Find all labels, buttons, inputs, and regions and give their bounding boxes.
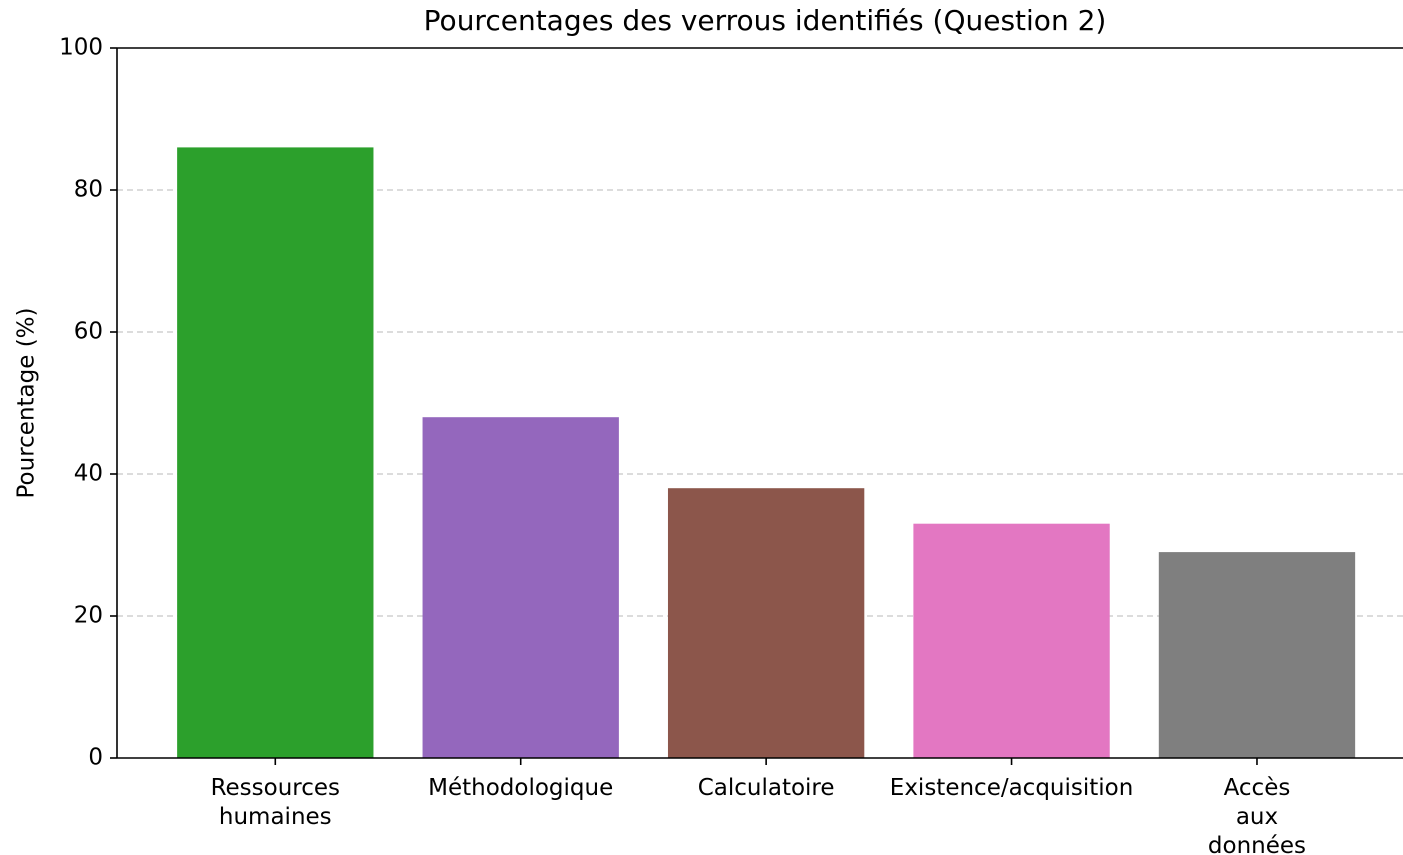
x-tick-label-line: humaines — [219, 804, 332, 830]
x-tick-label: Accès aux données — [1208, 775, 1306, 855]
y-tick-label: 40 — [74, 461, 103, 487]
x-tick-label-line: Ressources — [211, 775, 340, 801]
x-tick-label-line: données — [1208, 833, 1306, 855]
y-tick-label: 60 — [74, 319, 103, 345]
x-tick-label: Existence/acquisition — [890, 775, 1134, 801]
y-tick-label: 0 — [88, 745, 103, 771]
y-tick-label: 20 — [74, 603, 103, 629]
x-tick-label-line: aux — [1236, 804, 1278, 830]
bar — [422, 417, 619, 758]
x-tick-label: Ressources humaines — [211, 775, 340, 830]
x-tick-label-line: Accès — [1224, 775, 1291, 801]
y-axis-label: Pourcentage (%) — [14, 308, 40, 499]
x-tick-label: Calculatoire — [698, 775, 835, 801]
x-tick-label-line: Existence/acquisition — [890, 775, 1134, 801]
x-tick-label-line: Calculatoire — [698, 775, 835, 801]
x-tick-label: Méthodologique — [428, 775, 613, 801]
chart-title: Pourcentages des verrous identifiés (Que… — [424, 4, 1107, 37]
bar — [177, 147, 374, 758]
bar — [913, 523, 1110, 758]
x-tick-label-line: Méthodologique — [428, 775, 613, 801]
bar — [667, 488, 865, 758]
y-tick-label: 80 — [74, 177, 103, 203]
y-tick-label: 100 — [59, 35, 103, 61]
bar — [1158, 552, 1356, 758]
